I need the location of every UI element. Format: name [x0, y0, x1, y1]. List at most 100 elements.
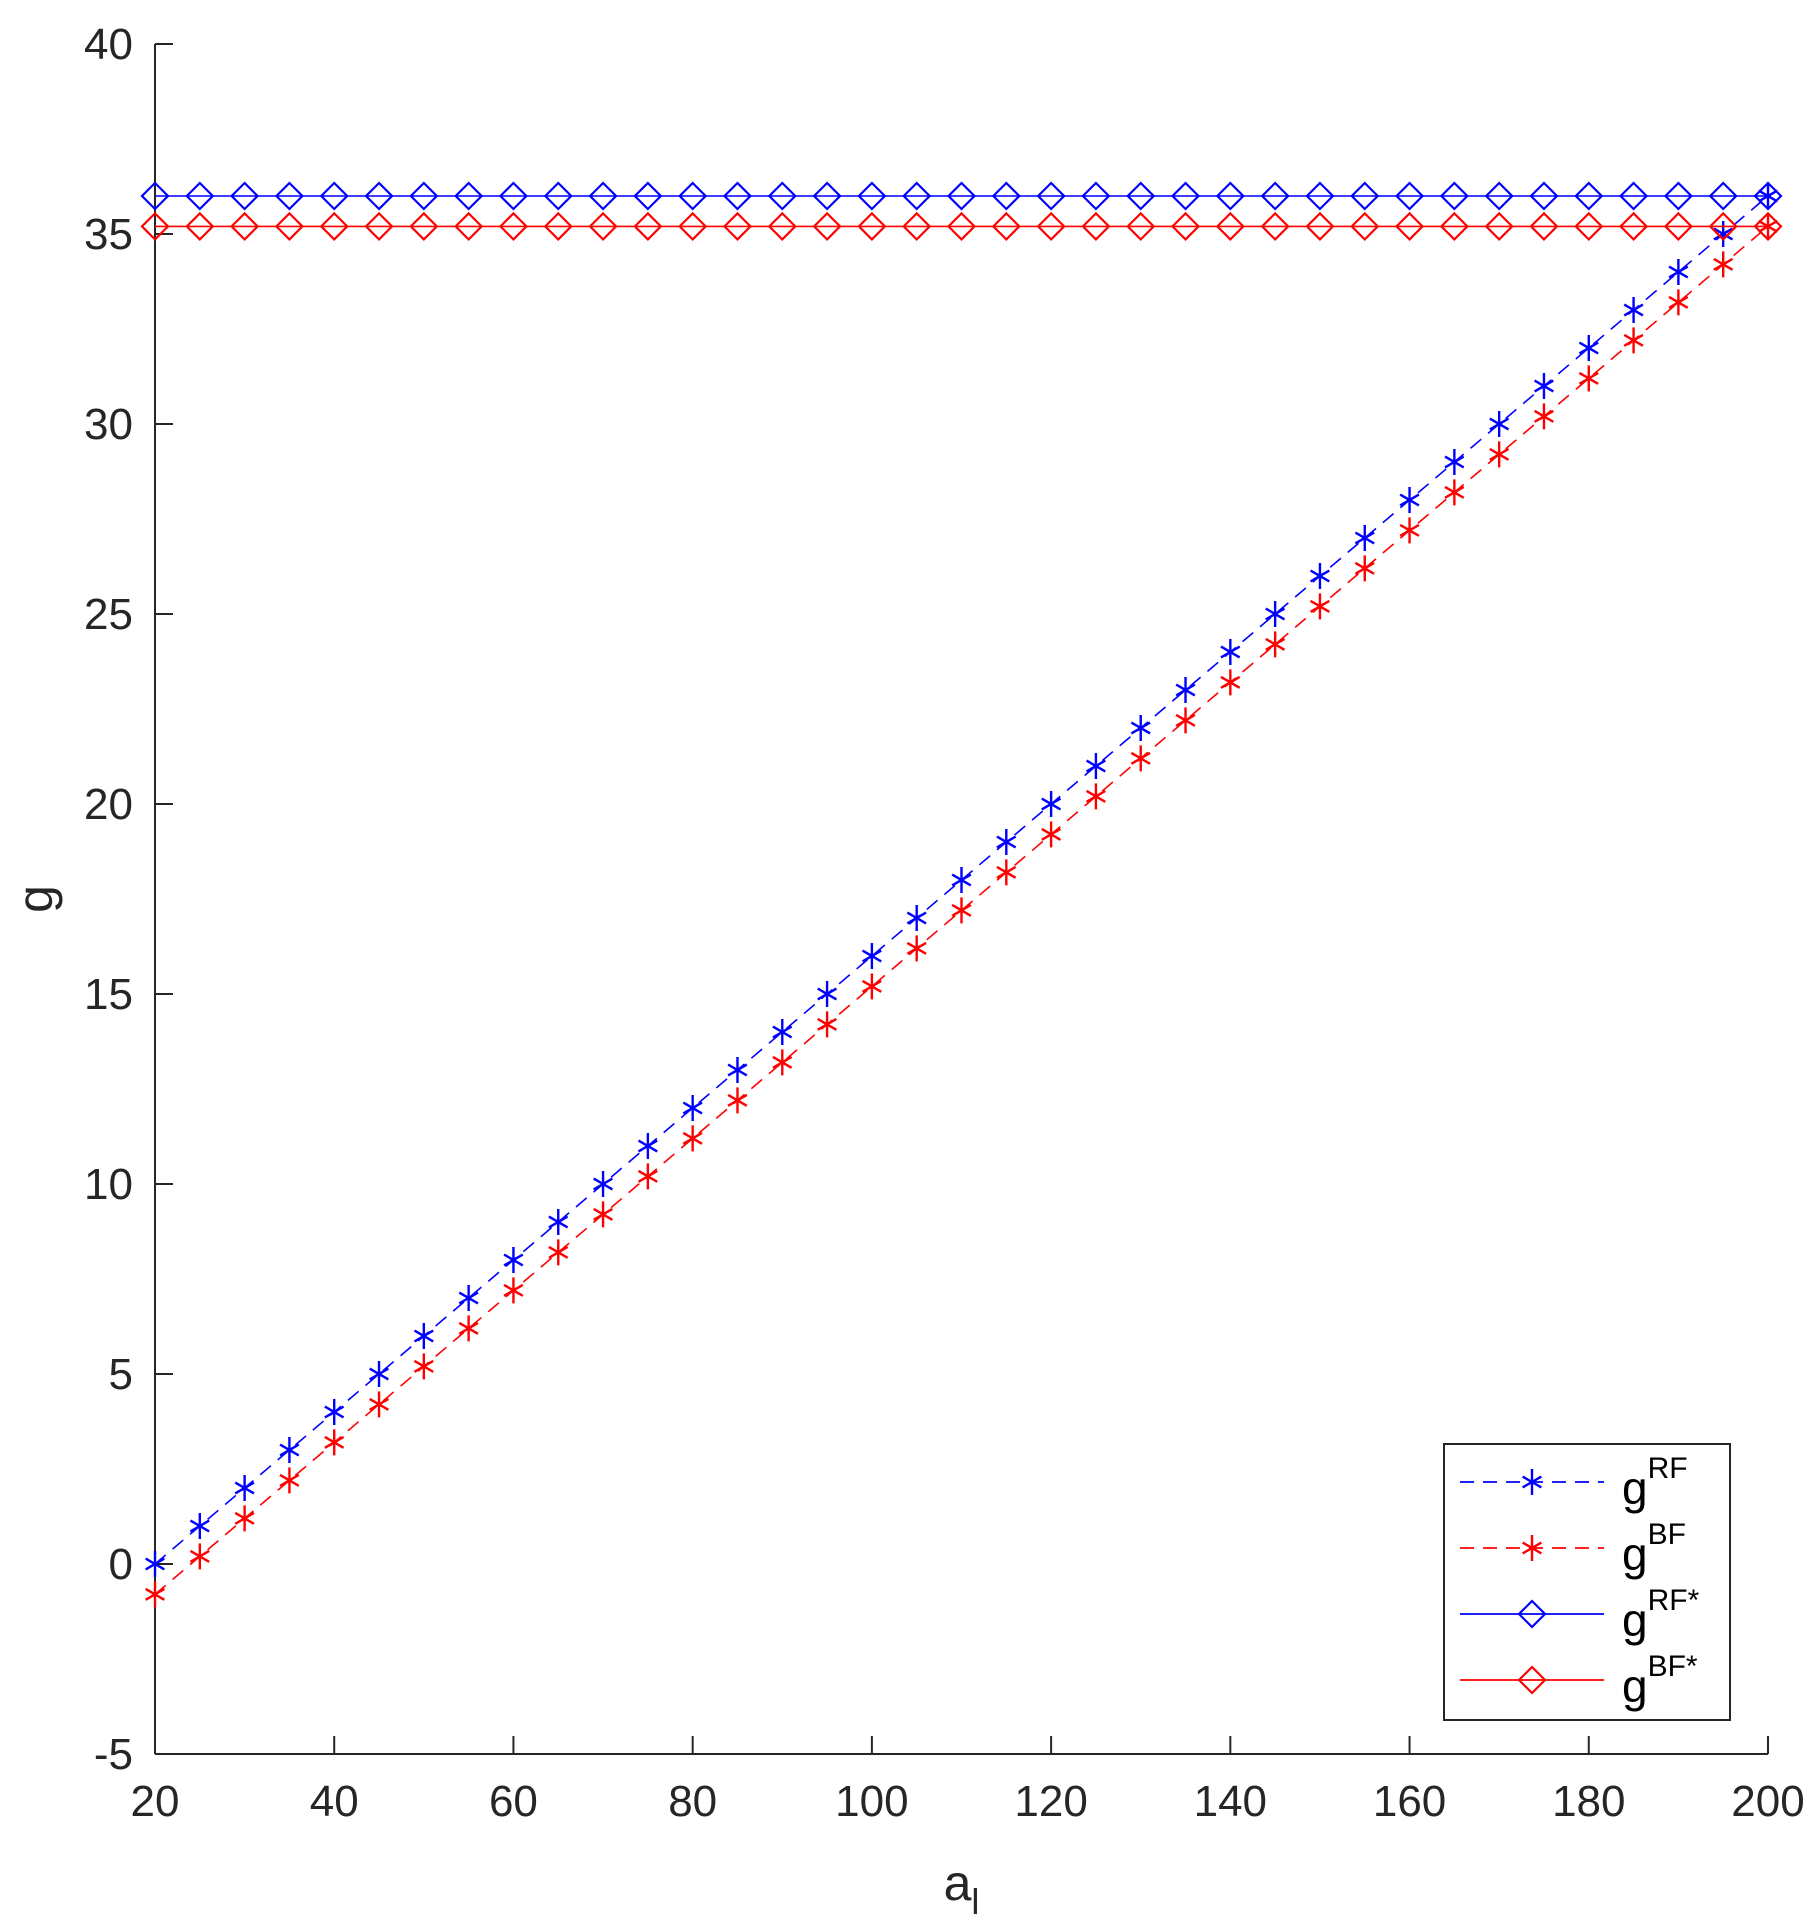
point-bf	[1085, 783, 1106, 810]
legend-item-rf: gRF	[1460, 1452, 1688, 1514]
point-bf	[1668, 289, 1689, 316]
point-bf	[234, 1505, 255, 1532]
point-rf-star	[274, 181, 304, 211]
point-bf-star	[1215, 211, 1245, 241]
point-rf-star	[588, 181, 618, 211]
point-bf	[1534, 403, 1554, 430]
point-bf-star	[274, 211, 304, 241]
point-rf	[1489, 411, 1510, 437]
legend-item-rf-star: gRF*	[1460, 1584, 1700, 1646]
series-rf-star	[140, 181, 1783, 211]
point-bf	[369, 1391, 389, 1418]
point-bf-star	[678, 211, 708, 241]
point-rf	[279, 1437, 300, 1463]
point-rf-star	[1394, 181, 1425, 211]
point-bf	[1713, 251, 1734, 278]
point-bf	[1489, 441, 1510, 468]
x-tick-label: 160	[1373, 1777, 1446, 1826]
point-rf-star	[1126, 181, 1156, 211]
point-bf-star	[1574, 211, 1604, 241]
y-tick-label: -5	[94, 1730, 133, 1779]
point-rf	[1175, 677, 1196, 703]
x-tick-label: 20	[131, 1777, 180, 1826]
point-rf	[817, 981, 838, 1007]
x-tick-label: 140	[1194, 1777, 1267, 1826]
y-tick-label: 10	[84, 1160, 133, 1209]
point-bf-star	[722, 211, 753, 241]
x-tick-label: 100	[835, 1777, 908, 1826]
point-rf	[1354, 525, 1375, 551]
point-rf-star	[678, 181, 708, 211]
y-tick-label: 5	[109, 1350, 133, 1399]
point-rf-star	[722, 181, 753, 211]
point-bf-star	[1708, 211, 1738, 241]
legend-box	[1443, 1443, 1731, 1721]
legend-marker	[1522, 1535, 1542, 1561]
point-bf	[1175, 707, 1196, 734]
point-bf-star	[1260, 211, 1290, 241]
point-rf-star	[1350, 181, 1380, 211]
point-rf-star	[1439, 181, 1469, 211]
point-rf-star	[946, 181, 977, 211]
point-rf-star	[902, 181, 932, 211]
point-bf	[996, 859, 1017, 886]
point-rf	[1130, 715, 1151, 741]
point-rf	[1220, 639, 1241, 665]
point-rf-star	[1170, 181, 1201, 211]
point-bf-star	[1126, 211, 1156, 241]
point-bf	[458, 1315, 479, 1342]
point-rf-star	[409, 181, 439, 211]
point-rf-star	[1529, 181, 1559, 211]
legend-label: gRF*	[1622, 1584, 1700, 1646]
point-rf-star	[1260, 181, 1290, 211]
point-bf	[906, 935, 927, 962]
y-tick-label: 35	[84, 210, 133, 259]
point-rf-star	[1215, 181, 1245, 211]
x-tick-label: 180	[1552, 1777, 1625, 1826]
point-bf-star	[1394, 211, 1425, 241]
y-axis-label: g	[7, 885, 63, 913]
point-bf	[593, 1201, 614, 1228]
y-tick-label: 30	[84, 400, 133, 449]
point-rf-star	[1708, 181, 1738, 211]
point-bf	[503, 1277, 524, 1304]
legend-marker	[1517, 1599, 1547, 1629]
point-rf	[234, 1475, 255, 1501]
point-rf-star	[991, 181, 1021, 211]
point-rf	[324, 1399, 345, 1425]
point-bf-star	[498, 211, 529, 241]
legend-marker	[1522, 1469, 1542, 1495]
point-bf	[637, 1163, 658, 1190]
axes: 20 40 60 80 100 120 140 160 180 200 -5 0 5 10 15 20 25 30…	[7, 20, 1805, 1922]
point-rf	[593, 1171, 614, 1197]
point-rf	[637, 1133, 658, 1159]
point-bf	[817, 1011, 838, 1038]
legend-marker	[1517, 1665, 1547, 1695]
point-rf-star	[1305, 181, 1335, 211]
point-rf-star	[364, 181, 394, 211]
point-bf	[1309, 593, 1330, 620]
x-tick-label: 120	[1014, 1777, 1087, 1826]
point-bf-star	[857, 211, 887, 241]
point-rf	[1444, 449, 1465, 475]
x-tick-label: 40	[310, 1777, 359, 1826]
legend-label: gBF*	[1622, 1650, 1698, 1712]
x-tick-label: 60	[489, 1777, 538, 1826]
point-rf	[1041, 791, 1062, 817]
legend-item-bf: gBF	[1460, 1518, 1686, 1580]
point-bf-star	[767, 211, 797, 241]
point-rf-star	[1081, 181, 1111, 211]
point-bf-star	[1663, 211, 1693, 241]
point-bf	[145, 1581, 165, 1608]
point-bf	[1578, 365, 1599, 392]
point-rf-star	[454, 181, 484, 211]
point-bf-star	[185, 211, 215, 241]
point-rf-star	[1753, 181, 1783, 211]
point-rf-star	[857, 181, 887, 211]
point-bf	[324, 1429, 345, 1456]
point-bf	[1265, 631, 1286, 658]
point-rf-star	[1619, 181, 1649, 211]
point-rf	[1668, 259, 1689, 285]
